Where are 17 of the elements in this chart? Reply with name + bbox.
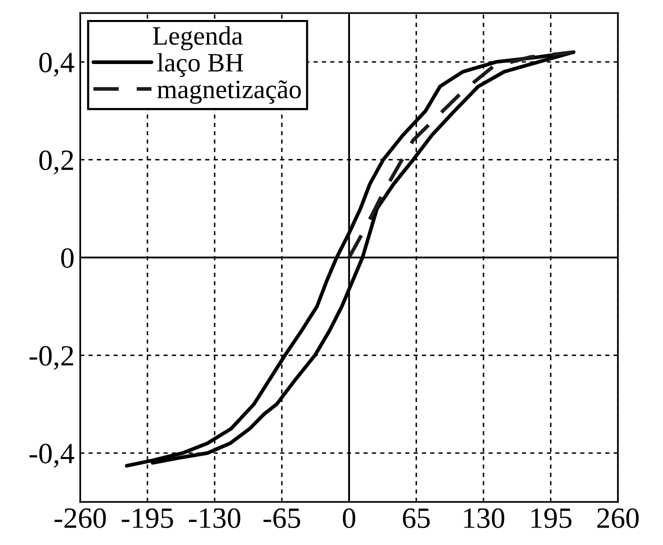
y-tick-label: -0,4	[30, 444, 74, 468]
x-tick-label: 65	[402, 508, 430, 528]
x-tick-label: 130	[464, 508, 504, 528]
y-tick-label: 0,2	[39, 150, 74, 174]
x-tick-label: -260	[54, 508, 106, 528]
x-tick-label: 195	[531, 508, 572, 528]
legend-title: Legenda	[152, 26, 243, 50]
legend-label: magnetização	[157, 80, 301, 104]
x-tick-label: -130	[189, 508, 240, 528]
y-tick-label: -0,2	[30, 346, 74, 370]
y-tick-label: 0	[61, 248, 74, 268]
x-tick-label: -195	[122, 508, 174, 528]
x-tick-label: 0	[342, 508, 356, 528]
x-tick-label: 260	[597, 508, 639, 528]
x-tick-label: -65	[264, 508, 300, 528]
legend-label: laço BH	[157, 53, 244, 78]
y-tick-label: 0,4	[39, 52, 74, 77]
